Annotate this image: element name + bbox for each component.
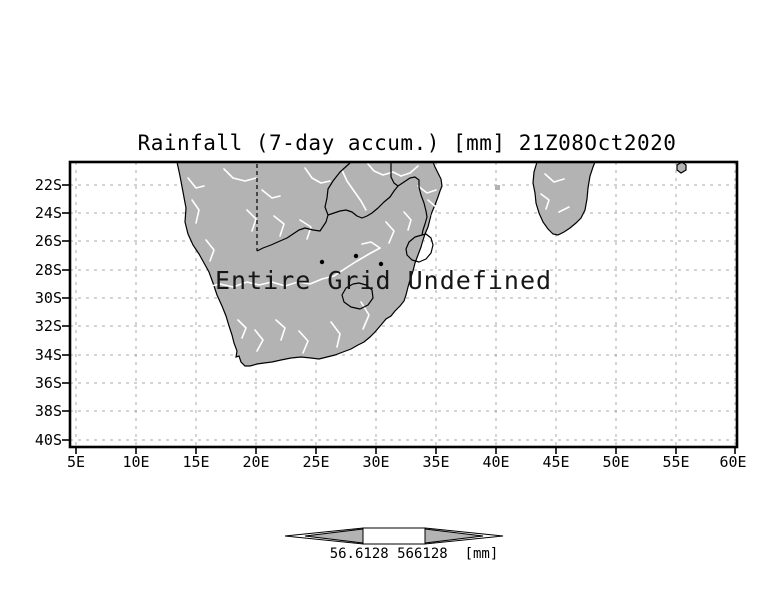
africa-landmass xyxy=(176,161,443,367)
y-axis-label: 26S xyxy=(34,232,62,250)
y-axis-label: 36S xyxy=(34,374,62,392)
x-axis-label: 15E xyxy=(182,453,210,471)
x-axis-label: 25E xyxy=(302,453,330,471)
x-axis-label: 50E xyxy=(602,453,630,471)
plot-frame xyxy=(68,160,739,449)
y-axis-label: 40S xyxy=(34,431,62,449)
x-axis-label: 5E xyxy=(66,453,86,471)
y-axis-label: 22S xyxy=(34,176,62,194)
x-axis-label: 40E xyxy=(482,453,510,471)
y-axis-label: 28S xyxy=(34,261,62,279)
x-axis-label: 35E xyxy=(422,453,450,471)
x-axis-label: 10E xyxy=(122,453,150,471)
country-borders xyxy=(256,162,434,310)
axis-ticks xyxy=(62,184,736,454)
city-markers xyxy=(319,253,384,267)
x-axis-label: 60E xyxy=(719,453,747,471)
madagascar-landmass xyxy=(532,161,596,236)
y-axis-label: 34S xyxy=(34,346,62,364)
y-axis-label: 24S xyxy=(34,204,62,222)
x-axis-label: 20E xyxy=(242,453,270,471)
plot-title: Rainfall (7-day accum.) [mm] 21Z08Oct202… xyxy=(137,131,677,155)
x-axis-label: 45E xyxy=(542,453,570,471)
y-axis-label: 38S xyxy=(34,402,62,420)
rivers xyxy=(187,163,570,354)
colorbar xyxy=(284,527,504,545)
y-axis-label: 32S xyxy=(34,317,62,335)
y-axis-label: 30S xyxy=(34,289,62,307)
x-axis-label: 55E xyxy=(662,453,690,471)
grid-undefined-message: Entire Grid Undefined xyxy=(215,266,553,295)
x-axis-label: 30E xyxy=(362,453,390,471)
colorbar-label: 56.6128 566128 [mm] xyxy=(329,546,499,562)
